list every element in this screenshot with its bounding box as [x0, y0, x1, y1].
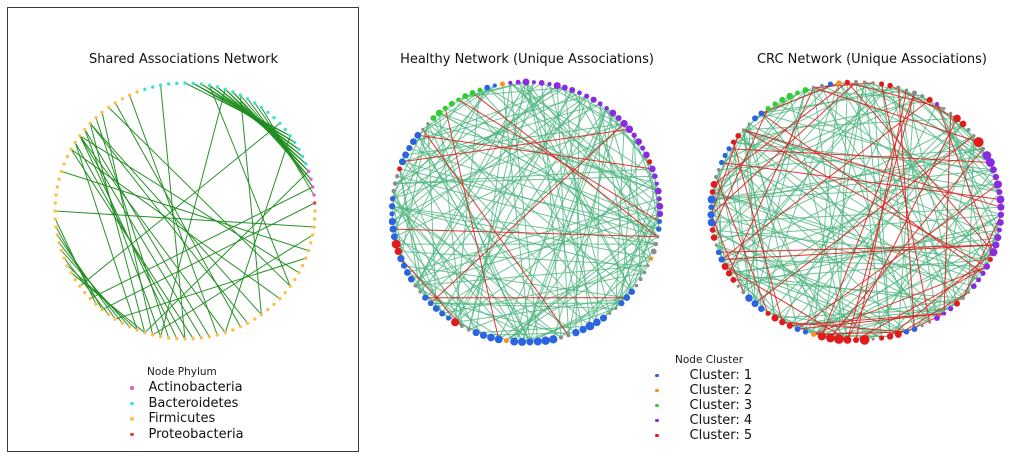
legend-item-cluster-3: Cluster: 3 [650, 398, 752, 413]
healthy-network-plot [388, 78, 664, 346]
crc-network-plot [707, 79, 1005, 345]
cluster-legend: Node Cluster Cluster: 1 Cluster: 2 Clust… [650, 354, 752, 443]
shared-associations-network-plot [53, 81, 317, 341]
legend-item-cluster-1: Cluster: 1 [650, 368, 752, 383]
shared-network-panel-border [7, 7, 359, 452]
legend-label: Actinobacteria [148, 380, 243, 396]
firmicutes-swatch-icon [130, 417, 134, 421]
actinobacteria-swatch-icon [130, 386, 134, 390]
legend-item-proteobacteria: Proteobacteria [125, 427, 244, 443]
crc-network-title: CRC Network (Unique Associations) [756, 52, 987, 67]
legend-label: Cluster: 1 [689, 368, 753, 383]
legend-label: Proteobacteria [148, 426, 244, 442]
legend-label: Cluster: 2 [689, 383, 753, 398]
cluster2-swatch-icon [655, 388, 659, 393]
legend-label: Cluster: 5 [689, 428, 753, 443]
legend-item-cluster-4: Cluster: 4 [650, 413, 752, 428]
phylum-legend-title: Node Phylum [147, 366, 217, 378]
legend-item-cluster-2: Cluster: 2 [650, 383, 752, 398]
legend-item-actinobacteria: Actinobacteria [125, 380, 244, 396]
cluster4-swatch-icon [655, 418, 659, 423]
legend-label: Bacteroidetes [148, 395, 239, 411]
bacteroidetes-swatch-icon [130, 401, 134, 405]
legend-label: Firmicutes [148, 411, 216, 427]
legend-item-cluster-5: Cluster: 5 [650, 428, 752, 443]
cluster1-swatch-icon [655, 373, 659, 378]
healthy-network-title: Healthy Network (Unique Associations) [400, 52, 654, 67]
proteobacteria-swatch-icon [130, 432, 134, 436]
cluster3-swatch-icon [655, 403, 659, 408]
legend-label: Cluster: 3 [689, 398, 753, 413]
legend-label: Cluster: 4 [689, 413, 753, 428]
legend-item-firmicutes: Firmicutes [125, 411, 244, 427]
legend-item-bacteroidetes: Bacteroidetes [125, 396, 244, 412]
phylum-legend: Node Phylum Actinobacteria Bacteroidetes… [125, 366, 244, 442]
cluster-legend-title: Node Cluster [675, 354, 744, 366]
shared-network-title: Shared Associations Network [88, 52, 279, 67]
cluster5-swatch-icon [655, 433, 659, 438]
